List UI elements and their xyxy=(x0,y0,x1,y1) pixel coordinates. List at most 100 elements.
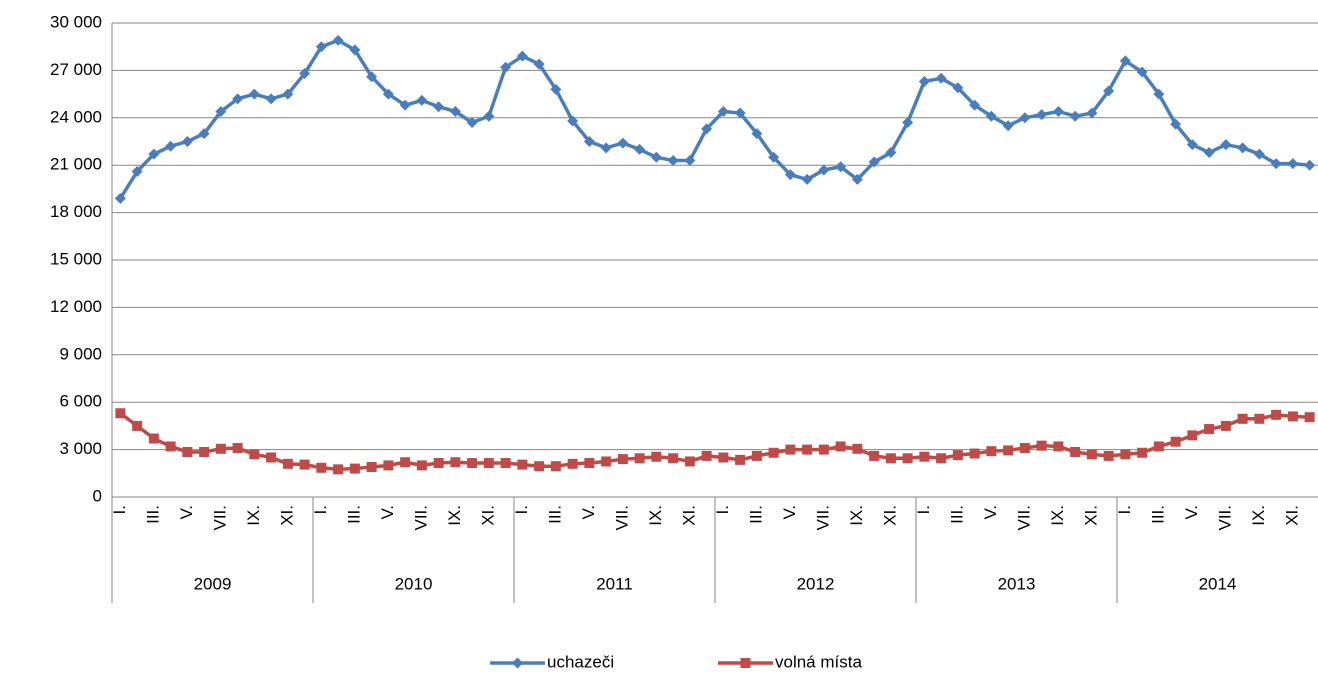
x-tick-label: I. xyxy=(914,505,933,514)
series-marker xyxy=(516,50,528,62)
series-marker xyxy=(534,461,545,472)
x-tick-label: III. xyxy=(143,505,162,524)
series-marker xyxy=(199,446,210,457)
series-marker xyxy=(1069,110,1081,122)
x-tick-label: I. xyxy=(1115,505,1134,514)
series-marker xyxy=(550,83,562,95)
year-label: 2010 xyxy=(395,574,433,593)
y-tick-label: 30 000 xyxy=(50,12,102,31)
series-marker xyxy=(751,128,763,140)
series-marker xyxy=(282,88,294,100)
year-label: 2014 xyxy=(1199,574,1237,593)
series-marker xyxy=(1237,142,1249,154)
series-marker xyxy=(885,453,896,464)
series-marker xyxy=(433,101,445,113)
series-marker xyxy=(919,451,930,462)
x-tick-label: IX. xyxy=(244,505,263,526)
x-tick-label: III. xyxy=(545,505,564,524)
year-label: 2012 xyxy=(797,574,835,593)
y-tick-label: 18 000 xyxy=(50,202,102,221)
series-marker xyxy=(1237,413,1248,424)
series-marker xyxy=(601,456,612,467)
series-marker xyxy=(785,444,796,455)
x-tick-label: VII. xyxy=(612,505,631,531)
series-marker xyxy=(248,88,260,100)
series-marker xyxy=(584,458,595,469)
series-marker xyxy=(969,448,980,459)
series-marker xyxy=(801,173,813,185)
series-marker xyxy=(567,115,579,127)
legend-marker xyxy=(740,658,751,668)
x-tick-label: XI. xyxy=(1081,505,1100,526)
series-marker xyxy=(315,41,327,53)
series-marker xyxy=(266,452,277,463)
series-marker xyxy=(1019,443,1030,454)
series-marker xyxy=(550,461,561,472)
series-marker xyxy=(1203,147,1215,159)
series-marker xyxy=(416,94,428,106)
series-marker xyxy=(333,464,344,475)
series-marker xyxy=(701,123,713,135)
series-marker xyxy=(868,156,880,168)
series-marker xyxy=(600,142,612,154)
series-marker xyxy=(249,449,260,460)
series-marker xyxy=(668,453,679,464)
series-marker xyxy=(382,88,394,100)
series-marker xyxy=(617,137,629,149)
series-marker xyxy=(1003,445,1014,456)
x-tick-label: VII. xyxy=(813,505,832,531)
series-marker xyxy=(1086,107,1098,119)
x-tick-label: XI. xyxy=(679,505,698,526)
series-marker xyxy=(701,450,712,461)
series-marker xyxy=(818,164,830,176)
series-marker xyxy=(232,443,243,454)
series-marker xyxy=(835,441,846,452)
series-marker xyxy=(734,107,746,119)
series-line xyxy=(119,411,1310,472)
x-tick-label: I. xyxy=(311,505,330,514)
series-marker xyxy=(751,450,762,461)
series-marker xyxy=(1036,109,1048,121)
series-marker xyxy=(802,444,813,455)
series-marker xyxy=(869,450,880,461)
series-marker xyxy=(349,463,360,474)
x-tick-label: V. xyxy=(378,505,397,520)
series-marker xyxy=(215,105,227,117)
series-marker xyxy=(1287,411,1298,422)
y-tick-label: 21 000 xyxy=(50,155,102,174)
series-marker xyxy=(449,105,461,117)
series-marker xyxy=(1287,158,1299,170)
series-marker xyxy=(400,457,411,468)
x-tick-label: V. xyxy=(177,505,196,520)
series-marker xyxy=(332,34,344,46)
series-marker xyxy=(1103,85,1115,97)
series-marker xyxy=(1304,159,1316,171)
x-tick-label: III. xyxy=(746,505,765,524)
x-tick-label: VII. xyxy=(210,505,229,531)
series-marker xyxy=(399,99,411,111)
series-marker xyxy=(634,453,645,464)
series-marker xyxy=(114,192,126,204)
series-marker xyxy=(450,457,461,468)
series-marker xyxy=(282,458,293,469)
y-tick-label: 12 000 xyxy=(50,297,102,316)
series-marker xyxy=(416,460,427,471)
series-marker xyxy=(1119,55,1131,67)
series-marker xyxy=(717,105,729,117)
x-tick-label: IX. xyxy=(646,505,665,526)
x-tick-label: XI. xyxy=(880,505,899,526)
series-marker xyxy=(1304,412,1315,423)
series-marker xyxy=(936,453,947,464)
series-marker xyxy=(148,148,160,160)
series-marker xyxy=(885,147,897,159)
series-marker xyxy=(232,93,244,105)
series-marker xyxy=(433,458,444,469)
year-label: 2009 xyxy=(194,574,232,593)
legend-label: uchazeči xyxy=(547,652,614,671)
series-marker xyxy=(617,454,628,465)
series-line xyxy=(118,38,1310,200)
series-marker xyxy=(1153,441,1164,452)
series-marker xyxy=(902,453,913,464)
series-marker xyxy=(1136,66,1148,78)
